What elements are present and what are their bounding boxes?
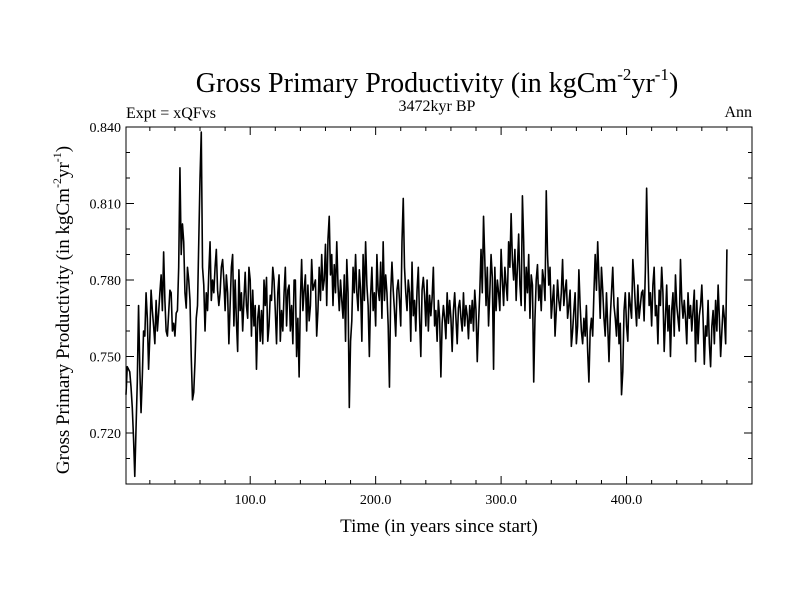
- chart-title-mid: yr: [631, 68, 655, 99]
- y-tick-label: 0.780: [90, 274, 122, 289]
- chart-title-sup-1: -2: [617, 65, 631, 84]
- x-tick-label: 300.0: [485, 493, 517, 508]
- y-axis-label-sup-1: -2: [50, 178, 64, 188]
- y-axis-label-mid: yr: [53, 162, 74, 179]
- x-tick-label: 200.0: [360, 493, 392, 508]
- y-tick-label: 0.750: [90, 351, 122, 366]
- y-tick-label: 0.840: [90, 121, 122, 136]
- x-axis: 100.0 200.0 300.0 400.0: [149, 127, 728, 508]
- y-axis-label-sup-2: -1: [50, 152, 64, 162]
- y-tick-label: 0.810: [90, 198, 122, 213]
- series-line-gpp: [125, 131, 728, 478]
- chart-title-main: Gross Primary Productivity (in kgCm: [196, 68, 618, 99]
- chart-title-sup-2: -1: [655, 65, 669, 84]
- x-tick-label: 400.0: [611, 493, 643, 508]
- experiment-label: Expt = xQFvs: [126, 105, 216, 122]
- chart-title: Gross Primary Productivity (in kgCm-2yr-…: [196, 65, 679, 99]
- subtitle: 3472kyr BP: [399, 98, 476, 115]
- season-label: Ann: [724, 104, 752, 121]
- y-axis-label-end: ): [53, 146, 74, 152]
- x-tick-label: 100.0: [234, 493, 266, 508]
- y-axis: 0.720 0.750 0.780 0.810 0.840: [90, 121, 752, 459]
- y-tick-label: 0.720: [90, 427, 122, 442]
- chart-title-end: ): [669, 68, 678, 99]
- y-axis-label-main: Gross Primary Productivity (in kgCm: [53, 188, 74, 474]
- y-axis-label: Gross Primary Productivity (in kgCm-2yr-…: [50, 146, 74, 474]
- x-axis-label: Time (in years since start): [340, 516, 538, 537]
